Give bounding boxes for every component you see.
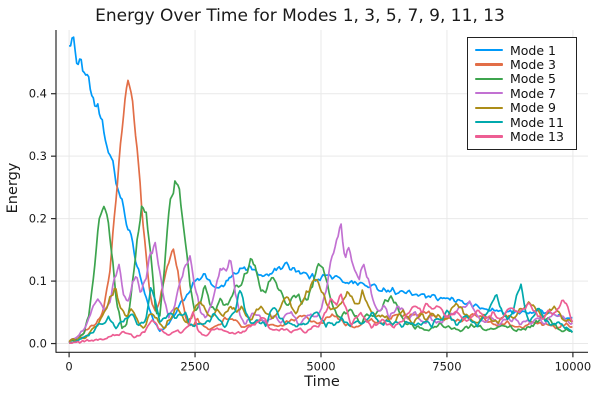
legend-line-icon	[475, 92, 503, 95]
legend-label: Mode 5	[510, 71, 556, 87]
legend-line-icon	[475, 49, 503, 52]
legend-item-mode-13: Mode 13	[475, 129, 572, 145]
x-tick-label: 5000	[306, 359, 335, 373]
legend-item-mode-11: Mode 11	[475, 114, 572, 130]
y-tick-label: 0.3	[29, 149, 47, 163]
legend-label: Mode 9	[510, 100, 556, 116]
legend-item-mode-3: Mode 3	[475, 57, 572, 73]
y-tick-label: 0.1	[29, 274, 47, 288]
x-axis-label: Time	[304, 374, 340, 390]
series-mode-13	[69, 293, 574, 344]
legend-label: Mode 1	[510, 42, 556, 58]
series-mode-7	[68, 223, 573, 343]
y-tick-label: 0.0	[29, 337, 47, 351]
legend-item-mode-1: Mode 1	[475, 42, 572, 58]
legend: Mode 1 Mode 3 Mode 5 Mode 7 Mode 9 Mode 11 Mod…	[467, 37, 577, 150]
legend-label: Mode 11	[510, 114, 564, 130]
legend-label: Mode 3	[510, 57, 556, 73]
y-axis-label: Energy	[5, 162, 21, 214]
legend-line-icon	[475, 135, 503, 138]
x-tick-label: 0	[65, 359, 72, 373]
x-tick-label: 2500	[180, 359, 209, 373]
legend-item-mode-9: Mode 9	[475, 100, 572, 116]
legend-item-mode-5: Mode 5	[475, 71, 572, 87]
legend-item-mode-7: Mode 7	[475, 85, 572, 101]
x-tick-label: 7500	[432, 359, 461, 373]
chart-title: Energy Over Time for Modes 1, 3, 5, 7, 9…	[95, 6, 505, 26]
legend-line-icon	[475, 106, 503, 109]
legend-line-icon	[475, 77, 503, 81]
series-mode-11	[69, 283, 574, 344]
legend-line-icon	[475, 121, 503, 124]
y-tick-label: 0.4	[29, 87, 47, 101]
legend-label: Mode 7	[510, 85, 556, 101]
legend-line-icon	[475, 63, 503, 66]
y-tick-label: 0.2	[29, 212, 47, 226]
x-tick-label: 10000	[555, 359, 592, 373]
series-mode-5	[68, 180, 574, 344]
legend-label: Mode 13	[510, 129, 564, 145]
